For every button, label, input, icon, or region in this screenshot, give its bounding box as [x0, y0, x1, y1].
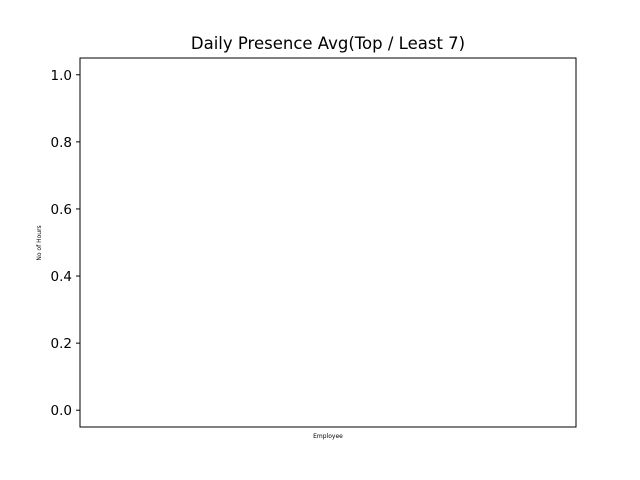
x-axis-label: Employee — [313, 433, 343, 440]
y-tick-label: 0.6 — [51, 202, 72, 218]
chart-title: Daily Presence Avg(Top / Least 7) — [191, 34, 465, 53]
y-axis-label: No of Hours — [36, 225, 43, 260]
y-tick-label: 0.8 — [51, 135, 72, 151]
plot-area — [79, 57, 577, 428]
y-axis: 0.0 0.2 0.4 0.6 0.8 1.0 — [51, 68, 80, 419]
y-tick-label: 0.0 — [51, 403, 72, 419]
y-tick-label: 0.4 — [51, 269, 72, 285]
y-tick-label: 0.2 — [51, 336, 72, 352]
y-tick-label: 1.0 — [51, 68, 72, 84]
